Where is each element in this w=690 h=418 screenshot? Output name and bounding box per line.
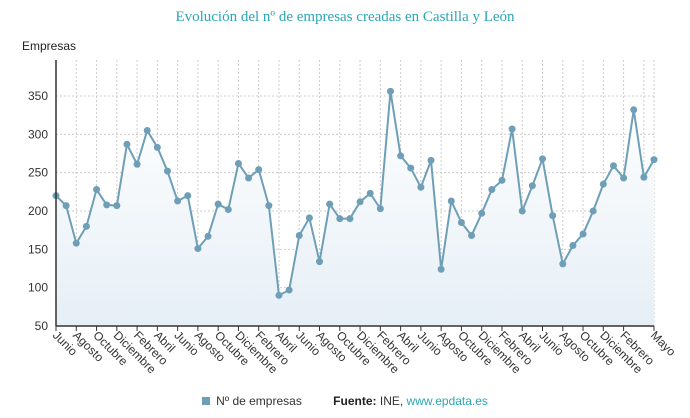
data-point — [528, 182, 536, 190]
data-point — [93, 186, 101, 194]
data-point — [255, 166, 263, 174]
data-point — [376, 205, 384, 213]
data-point — [407, 164, 415, 172]
data-point — [589, 207, 597, 215]
data-point — [82, 222, 90, 230]
y-tick-label: 200 — [28, 204, 48, 218]
legend-label[interactable]: Nº de empresas — [216, 394, 302, 408]
data-point — [204, 232, 212, 240]
source-label: Fuente: — [333, 394, 377, 408]
data-point — [539, 155, 547, 163]
y-tick-label: 250 — [28, 166, 48, 180]
data-point — [143, 127, 151, 134]
data-point — [194, 245, 202, 253]
y-tick-label: 100 — [28, 281, 48, 295]
data-point — [326, 200, 334, 208]
data-point — [609, 162, 617, 170]
data-point — [488, 186, 496, 194]
source: Fuente: INE, www.epdata.es — [333, 394, 488, 408]
data-point — [549, 212, 557, 220]
data-point — [295, 232, 303, 240]
data-point — [184, 192, 192, 200]
chart-plot: 50100150200250300350JunioAgostoOctubreDi… — [28, 60, 679, 377]
legend: Nº de empresas Fuente: INE, www.epdata.e… — [0, 394, 690, 408]
data-point — [569, 242, 577, 249]
data-point — [103, 201, 111, 209]
source-link[interactable]: www.epdata.es — [406, 394, 488, 408]
data-point — [508, 125, 516, 133]
data-point — [599, 180, 607, 188]
data-point — [559, 260, 567, 268]
data-point — [386, 87, 394, 95]
data-point — [640, 173, 648, 181]
data-point — [336, 215, 344, 223]
data-point — [417, 183, 425, 191]
data-point — [579, 230, 587, 238]
data-point — [133, 160, 141, 168]
data-point — [305, 214, 313, 222]
data-point — [518, 207, 526, 215]
chart-title: Evolución del nº de empresas creadas en … — [175, 9, 515, 25]
data-point — [214, 200, 222, 208]
data-point — [275, 291, 283, 299]
data-point — [316, 258, 324, 266]
data-point — [265, 202, 273, 210]
data-point — [427, 156, 435, 164]
data-point — [457, 219, 465, 226]
data-point — [468, 232, 476, 240]
data-point — [245, 174, 253, 182]
data-point — [650, 156, 658, 164]
y-tick-label: 150 — [28, 242, 48, 256]
y-tick-label: 300 — [28, 127, 48, 141]
data-point — [224, 205, 232, 213]
data-point — [113, 202, 121, 210]
data-point — [234, 159, 242, 167]
series-area — [56, 91, 654, 327]
data-point — [478, 209, 486, 217]
data-point — [163, 167, 171, 175]
data-point — [366, 189, 374, 197]
data-point — [123, 140, 131, 148]
source-text: INE, — [379, 394, 404, 408]
data-point — [397, 152, 405, 160]
y-tick-label: 50 — [35, 319, 49, 333]
data-point — [356, 198, 364, 206]
legend-swatch — [202, 397, 211, 405]
data-point — [498, 176, 506, 184]
y-tick-label: 350 — [28, 89, 48, 103]
data-point — [72, 239, 80, 247]
data-point — [346, 215, 354, 223]
data-point — [62, 202, 70, 210]
data-point — [620, 174, 628, 182]
data-point — [174, 197, 182, 205]
y-axis-label: Empresas — [22, 39, 77, 53]
data-point — [285, 286, 293, 294]
data-point — [447, 197, 455, 205]
data-point — [437, 265, 445, 273]
data-point — [630, 106, 638, 114]
data-point — [153, 143, 161, 151]
